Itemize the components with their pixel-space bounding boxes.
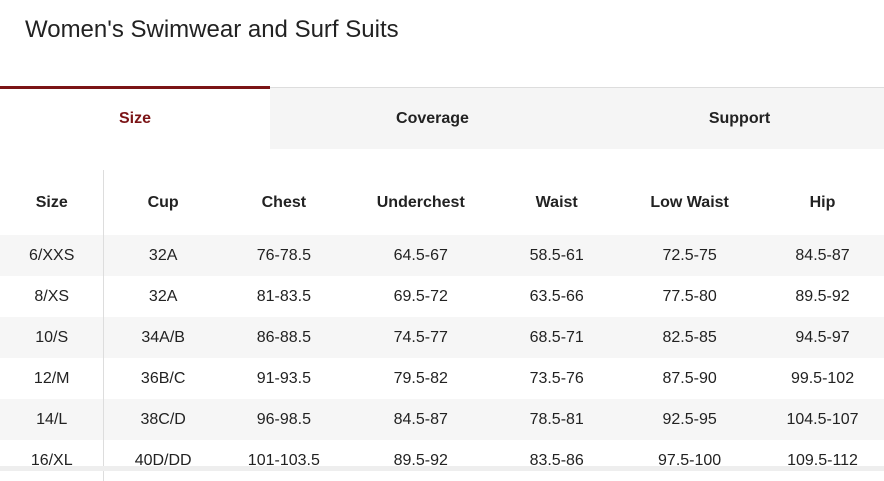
table-cell: 101-103.5 bbox=[247, 451, 320, 469]
table-cell: 77.5-80 bbox=[662, 287, 717, 305]
table-cell: 16/XL bbox=[0, 440, 105, 481]
table-cell: 69.5-72 bbox=[393, 287, 448, 305]
table-cell: 36B/C bbox=[140, 369, 186, 387]
table-cell: 38C/D bbox=[103, 399, 222, 440]
column-header: Cup bbox=[147, 193, 179, 211]
tab-bar: Size Coverage Support bbox=[0, 86, 884, 149]
table-cell: 10/S bbox=[0, 317, 105, 358]
table-cell: 72.5-75 bbox=[617, 235, 762, 276]
tab-size[interactable]: Size bbox=[0, 86, 270, 149]
table-cell: 14/L bbox=[0, 399, 105, 440]
column-header: Size bbox=[0, 170, 105, 235]
table-cell: 8/XS bbox=[0, 276, 105, 317]
table-cell: 40D/DD bbox=[134, 451, 192, 469]
table-cell: 32A bbox=[148, 287, 178, 305]
table-cell: 82.5-85 bbox=[617, 317, 762, 358]
column-header: Hip bbox=[809, 193, 836, 211]
table-row: 10/S 34A/B 86-88.5 74.5-77 68.5-71 82.5-85 94.… bbox=[0, 317, 884, 358]
table-row: 14/L 38C/D 96-98.5 84.5-87 78.5-81 92.5-95 104… bbox=[0, 399, 884, 440]
table-cell: 89.5-92 bbox=[393, 451, 448, 469]
table-cell: 76-78.5 bbox=[221, 235, 346, 276]
column-header: Underchest bbox=[376, 193, 465, 211]
table-cell: 109.5-112 bbox=[787, 451, 858, 469]
table-cell: 32A bbox=[103, 235, 222, 276]
table-row: 16/XL 40D/DD 101-103.5 89.5-92 83.5-86 97.5-1… bbox=[0, 440, 884, 481]
column-header: Waist bbox=[535, 193, 578, 211]
table-cell: 74.5-77 bbox=[345, 317, 496, 358]
table-cell: 87.5-90 bbox=[662, 369, 717, 387]
table-cell: 97.5-100 bbox=[658, 451, 722, 469]
table-cell: 34A/B bbox=[103, 317, 222, 358]
table-cell: 83.5-86 bbox=[529, 451, 584, 469]
table-cell: 78.5-81 bbox=[495, 399, 618, 440]
table-cell: 63.5-66 bbox=[529, 287, 584, 305]
table-cell: 79.5-82 bbox=[393, 369, 448, 387]
table-cell: 12/M bbox=[0, 358, 105, 399]
table-cell: 99.5-102 bbox=[790, 369, 855, 387]
table-cell: 84.5-87 bbox=[345, 399, 496, 440]
table-cell: 96-98.5 bbox=[221, 399, 346, 440]
table-cell: 86-88.5 bbox=[221, 317, 346, 358]
horizontal-scrollbar[interactable] bbox=[0, 466, 884, 471]
table-cell: 73.5-76 bbox=[529, 369, 584, 387]
table-cell: 89.5-92 bbox=[795, 287, 850, 305]
column-header: Chest bbox=[261, 193, 307, 211]
tab-coverage[interactable]: Coverage bbox=[396, 109, 469, 127]
table-cell: 6/XXS bbox=[0, 235, 105, 276]
table-cell: 68.5-71 bbox=[495, 317, 618, 358]
table-cell: 58.5-61 bbox=[495, 235, 618, 276]
column-header: Low Waist bbox=[650, 193, 729, 211]
table-cell: 64.5-67 bbox=[345, 235, 496, 276]
table-cell: 91-93.5 bbox=[256, 369, 311, 387]
table-cell: 94.5-97 bbox=[761, 317, 884, 358]
table-cell: 92.5-95 bbox=[617, 399, 762, 440]
size-chart-table: Size Cup Chest Underchest Waist Low Waist Hip … bbox=[0, 170, 884, 481]
table-cell: 104.5-107 bbox=[761, 399, 884, 440]
table-cell: 81-83.5 bbox=[256, 287, 311, 305]
table-cell: 84.5-87 bbox=[761, 235, 884, 276]
table-row: 6/XXS 32A 76-78.5 64.5-67 58.5-61 72.5-75 84.5… bbox=[0, 235, 884, 276]
tab-support[interactable]: Support bbox=[708, 109, 771, 127]
table-row: 12/M 36B/C 91-93.5 79.5-82 73.5-76 87.5-90 99.… bbox=[0, 358, 884, 399]
table-row: 8/XS 32A 81-83.5 69.5-72 63.5-66 77.5-80 89.5-… bbox=[0, 276, 884, 317]
page-title: Women's Swimwear and Surf Suits bbox=[25, 16, 399, 43]
